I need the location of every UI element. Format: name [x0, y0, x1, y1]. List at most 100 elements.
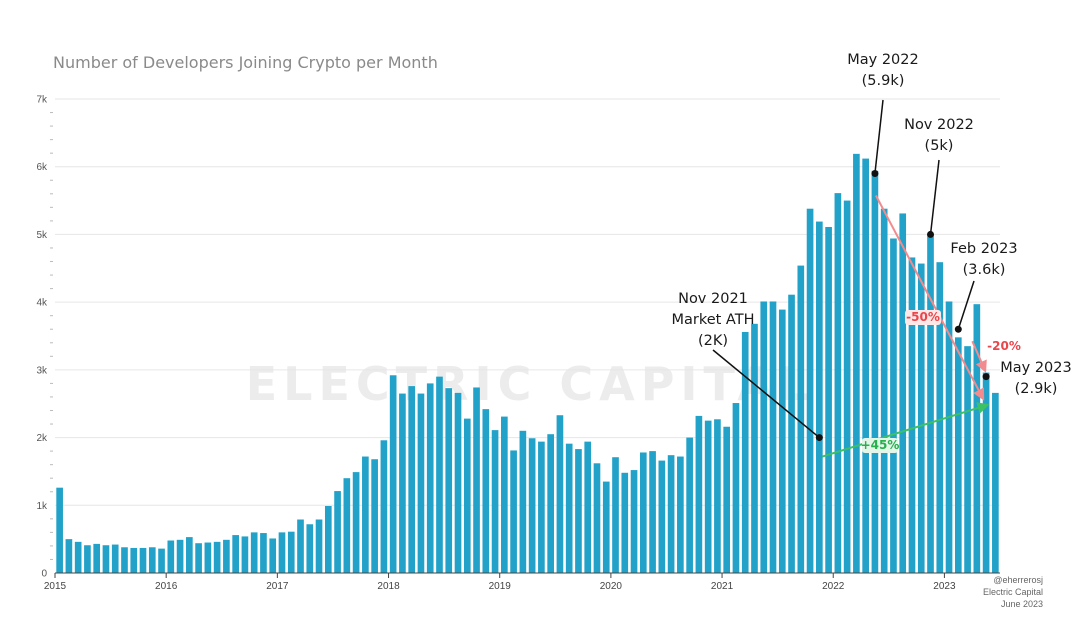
- bar: [890, 238, 897, 573]
- bar: [177, 540, 184, 573]
- bar: [140, 548, 147, 573]
- bar: [381, 440, 388, 573]
- bar: [714, 419, 721, 573]
- bar: [899, 213, 906, 573]
- y-tick-label: 5k: [36, 230, 48, 241]
- annotation-dot: [927, 231, 934, 238]
- annotation-line: (2K): [698, 333, 728, 349]
- bar: [797, 266, 804, 573]
- bar: [640, 452, 647, 573]
- bar: [742, 332, 749, 573]
- bar: [686, 438, 693, 573]
- x-tick-label: 2018: [377, 581, 400, 592]
- bar: [649, 451, 656, 573]
- y-tick-label: 6k: [36, 162, 48, 173]
- bar: [501, 417, 508, 573]
- credit-line: June 2023: [1001, 599, 1043, 609]
- annotation-dot: [955, 326, 962, 333]
- bar: [760, 301, 767, 573]
- bar: [325, 506, 332, 573]
- bar: [455, 393, 462, 573]
- credit-line: Electric Capital: [983, 587, 1043, 597]
- bar: [992, 393, 999, 573]
- bar: [158, 549, 165, 573]
- bar: [390, 375, 397, 573]
- bar: [538, 442, 545, 573]
- bar: [696, 416, 703, 573]
- bar: [547, 434, 554, 573]
- bar: [232, 535, 239, 573]
- annotation-line: May 2023: [1000, 360, 1072, 376]
- bar: [927, 235, 934, 573]
- bar: [121, 547, 128, 573]
- bar: [983, 373, 990, 573]
- bar: [130, 548, 137, 573]
- bar: [668, 455, 675, 573]
- bar: [594, 463, 601, 573]
- x-tick-label: 2015: [44, 581, 67, 592]
- x-tick-label: 2023: [933, 581, 956, 592]
- annotation-leader: [958, 281, 974, 329]
- annotation-label: May 2022 (5.9k): [847, 52, 919, 89]
- x-tick-label: 2020: [600, 581, 623, 592]
- bar: [408, 386, 415, 573]
- developers-chart: ELECTRIC CAPITAL 01k2k3k4k5k6k7k 2015 201…: [0, 0, 1092, 629]
- bar: [66, 539, 73, 573]
- bar: [677, 457, 684, 573]
- x-tick-label: 2021: [711, 581, 734, 592]
- bar: [584, 442, 591, 573]
- bar: [770, 301, 777, 573]
- bar: [288, 532, 295, 573]
- bar: [659, 461, 666, 573]
- y-tick-label: 0: [41, 569, 47, 580]
- bar: [84, 545, 91, 573]
- bar: [205, 543, 212, 573]
- bar: [612, 457, 619, 573]
- annotation-dot: [983, 373, 990, 380]
- bar: [844, 201, 851, 573]
- bar: [75, 542, 82, 573]
- annotation-leader: [931, 160, 939, 234]
- trend-label-50: -50%: [906, 310, 940, 324]
- bar: [733, 403, 740, 573]
- annotation-line: May 2022: [847, 52, 919, 68]
- annotation-line: Nov 2021: [678, 291, 748, 307]
- y-axis: 01k2k3k4k5k6k7k: [36, 95, 53, 580]
- x-tick-label: 2022: [822, 581, 845, 592]
- bar: [316, 520, 323, 573]
- bar: [167, 541, 174, 574]
- annotation-dot: [871, 170, 878, 177]
- annotation-line: (5.9k): [862, 73, 905, 89]
- bar: [279, 532, 286, 573]
- bar: [445, 388, 452, 573]
- annotation-label: Feb 2023 (3.6k): [950, 241, 1017, 278]
- bar: [936, 262, 943, 573]
- trend-label-45: +45%: [861, 438, 900, 452]
- bar: [473, 387, 480, 573]
- bar: [214, 542, 221, 573]
- annotation-dot: [816, 434, 823, 441]
- annotation-line: Nov 2022: [904, 117, 974, 133]
- bar: [835, 193, 842, 573]
- bar: [631, 470, 638, 573]
- annotation-leader: [875, 100, 883, 173]
- bar: [353, 472, 360, 573]
- chart-title: Number of Developers Joining Crypto per …: [53, 53, 438, 72]
- bar: [964, 346, 971, 573]
- bar: [557, 415, 564, 573]
- bar: [492, 430, 499, 573]
- bar: [223, 540, 230, 573]
- bar: [371, 459, 378, 573]
- bar: [566, 444, 573, 573]
- bar: [520, 431, 527, 573]
- bar: [399, 394, 406, 573]
- bar: [955, 337, 962, 573]
- bar: [946, 301, 953, 573]
- bar: [909, 257, 916, 573]
- bar: [575, 449, 582, 573]
- bar: [269, 538, 276, 573]
- bar: [788, 295, 795, 573]
- bar: [149, 547, 156, 573]
- bar: [112, 545, 119, 573]
- bar: [306, 524, 313, 573]
